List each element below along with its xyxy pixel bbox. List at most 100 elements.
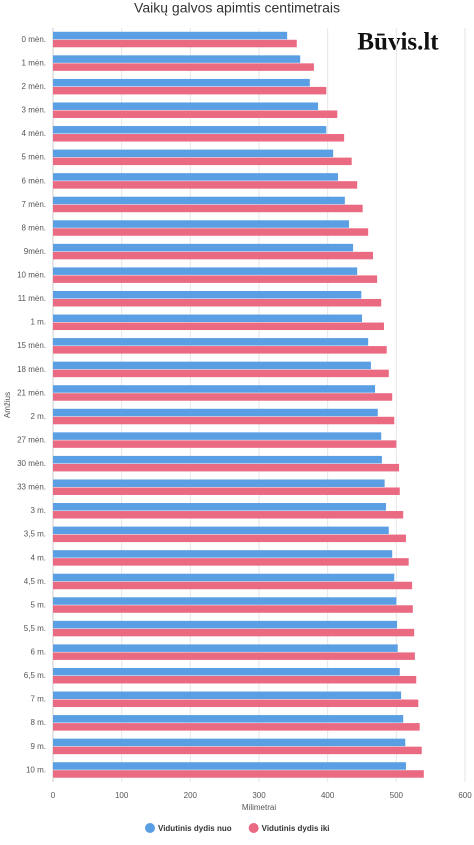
bar bbox=[53, 550, 393, 558]
y-tick-label: 9mėn. bbox=[24, 247, 46, 256]
bar bbox=[53, 31, 288, 40]
bar bbox=[53, 290, 362, 299]
bar bbox=[53, 86, 327, 95]
bar bbox=[53, 487, 400, 495]
y-tick-label: 8 m. bbox=[30, 718, 46, 727]
legend-marker bbox=[145, 823, 155, 833]
bar bbox=[53, 338, 369, 346]
bar bbox=[53, 770, 424, 778]
y-tick-label: 33 mėn. bbox=[17, 483, 46, 492]
y-tick-label: 4 m. bbox=[30, 553, 46, 562]
y-tick-label: 0 mėn. bbox=[22, 35, 46, 44]
bar bbox=[53, 408, 378, 417]
bar bbox=[53, 738, 406, 747]
bar bbox=[53, 723, 420, 731]
y-tick-label: 5 m. bbox=[30, 600, 46, 609]
bar bbox=[53, 440, 397, 448]
bar bbox=[53, 385, 376, 393]
x-tick-label: 100 bbox=[115, 791, 129, 800]
y-tick-label: 8 mėn. bbox=[22, 223, 46, 232]
bar bbox=[53, 432, 382, 440]
bar bbox=[53, 110, 338, 118]
y-tick-label: 6,5 m. bbox=[24, 671, 46, 680]
y-tick-label: 18 mėn. bbox=[17, 365, 46, 374]
bar bbox=[53, 699, 419, 708]
bar bbox=[53, 322, 384, 331]
x-tick-label: 600 bbox=[458, 791, 472, 800]
y-tick-label: 4 mėn. bbox=[22, 129, 46, 138]
bar bbox=[53, 573, 395, 582]
y-tick-label: 21 mėn. bbox=[17, 388, 46, 397]
y-tick-label: 10 mėn. bbox=[17, 271, 46, 280]
bar bbox=[53, 667, 400, 676]
bar bbox=[53, 628, 415, 637]
logo: Būvis.lt bbox=[357, 29, 439, 56]
bar bbox=[53, 228, 369, 236]
bar bbox=[53, 675, 417, 684]
bar bbox=[53, 463, 400, 472]
x-tick-label: 500 bbox=[390, 791, 404, 800]
bar bbox=[53, 55, 301, 63]
y-axis-label: Amžius bbox=[3, 392, 12, 418]
bar bbox=[53, 173, 338, 181]
bar bbox=[53, 361, 371, 370]
bar bbox=[53, 620, 398, 629]
y-tick-label: 27 mėn. bbox=[17, 435, 46, 444]
bar bbox=[53, 581, 413, 590]
y-tick-label: 4,5 m. bbox=[24, 577, 46, 586]
y-tick-label: 3,5 m. bbox=[24, 530, 46, 539]
y-tick-label: 5,5 m. bbox=[24, 624, 46, 633]
y-tick-label: 6 m. bbox=[30, 648, 46, 657]
bar bbox=[53, 369, 389, 378]
bar bbox=[53, 126, 327, 134]
y-tick-label: 6 mėn. bbox=[22, 176, 46, 185]
bar bbox=[53, 298, 382, 307]
legend-label: Vidutinis dydis nuo bbox=[158, 824, 232, 833]
bar bbox=[53, 102, 319, 110]
bar bbox=[53, 39, 297, 48]
y-tick-label: 5 mėn. bbox=[22, 153, 46, 162]
chart-title: Vaikų galvos apimtis centimetrais bbox=[134, 0, 340, 16]
bar bbox=[53, 479, 385, 487]
bar bbox=[53, 346, 387, 354]
bar bbox=[53, 605, 413, 613]
bar bbox=[53, 762, 406, 770]
x-tick-label: 0 bbox=[51, 791, 56, 800]
bar bbox=[53, 393, 393, 401]
bar bbox=[53, 149, 334, 158]
x-tick-label: 400 bbox=[321, 791, 335, 800]
bar bbox=[53, 597, 397, 605]
bar bbox=[53, 715, 404, 723]
bar bbox=[53, 78, 310, 87]
bar bbox=[53, 652, 415, 660]
bar bbox=[53, 526, 389, 535]
bar bbox=[53, 134, 345, 142]
bar bbox=[53, 196, 345, 205]
x-tick-label: 200 bbox=[184, 791, 198, 800]
bar bbox=[53, 243, 354, 252]
x-axis-label: Milimetrai bbox=[242, 803, 276, 812]
bar bbox=[53, 251, 373, 260]
y-tick-label: 11 mėn. bbox=[18, 294, 46, 303]
y-tick-label: 15 mėn. bbox=[17, 341, 46, 350]
bar bbox=[53, 157, 352, 166]
bar bbox=[53, 63, 314, 71]
y-tick-label: 3 mėn. bbox=[22, 106, 46, 115]
y-tick-label: 3 m. bbox=[30, 506, 46, 515]
y-tick-label: 9 m. bbox=[30, 742, 46, 751]
bar bbox=[53, 314, 362, 323]
bar bbox=[53, 455, 382, 464]
legend-marker bbox=[248, 823, 259, 833]
bar bbox=[53, 416, 395, 425]
bar bbox=[53, 644, 398, 652]
bar bbox=[53, 691, 402, 700]
y-tick-label: 7 mėn. bbox=[22, 200, 46, 209]
bar bbox=[53, 275, 378, 283]
y-tick-label: 1 m. bbox=[30, 318, 46, 327]
y-tick-label: 1 mėn. bbox=[22, 58, 46, 67]
legend-label: Vidutinis dydis iki bbox=[262, 824, 330, 833]
bar bbox=[53, 204, 363, 213]
bar bbox=[53, 503, 387, 511]
bar bbox=[53, 267, 358, 275]
